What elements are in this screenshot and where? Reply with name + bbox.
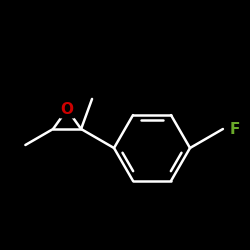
Text: F: F [230,122,240,136]
Text: O: O [60,102,74,117]
